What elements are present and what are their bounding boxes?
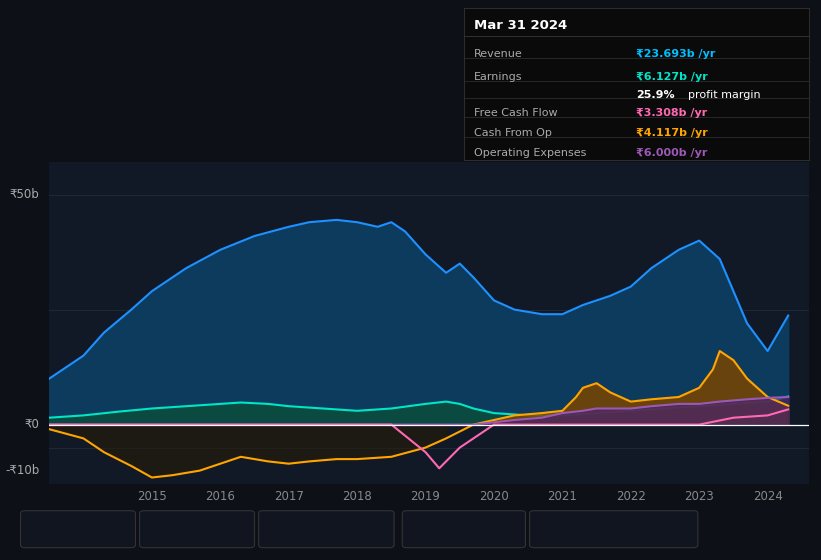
Text: ●: ● (34, 522, 45, 536)
Text: ●: ● (153, 522, 164, 536)
Text: Revenue: Revenue (475, 49, 523, 59)
Text: Operating Expenses: Operating Expenses (475, 147, 586, 157)
Text: Free Cash Flow: Free Cash Flow (287, 524, 371, 534)
Text: Earnings: Earnings (475, 72, 523, 82)
Text: ₹50b: ₹50b (10, 188, 39, 201)
Text: Revenue: Revenue (49, 524, 98, 534)
Text: profit margin: profit margin (688, 90, 760, 100)
Text: Cash From Op: Cash From Op (475, 128, 552, 138)
Text: ₹4.117b /yr: ₹4.117b /yr (636, 128, 708, 138)
Text: ₹6.127b /yr: ₹6.127b /yr (636, 72, 708, 82)
Text: Operating Expenses: Operating Expenses (558, 524, 671, 534)
Text: Earnings: Earnings (168, 524, 217, 534)
Text: ₹3.308b /yr: ₹3.308b /yr (636, 108, 708, 118)
Text: Cash From Op: Cash From Op (431, 524, 509, 534)
Text: -₹10b: -₹10b (5, 464, 39, 477)
Text: ₹6.000b /yr: ₹6.000b /yr (636, 147, 708, 157)
Text: ●: ● (415, 522, 427, 536)
Text: 25.9%: 25.9% (636, 90, 675, 100)
Text: ₹23.693b /yr: ₹23.693b /yr (636, 49, 716, 59)
Text: ●: ● (543, 522, 554, 536)
Text: ₹0: ₹0 (25, 418, 39, 431)
Text: Mar 31 2024: Mar 31 2024 (475, 19, 567, 32)
Text: Free Cash Flow: Free Cash Flow (475, 108, 557, 118)
Text: ●: ● (272, 522, 283, 536)
